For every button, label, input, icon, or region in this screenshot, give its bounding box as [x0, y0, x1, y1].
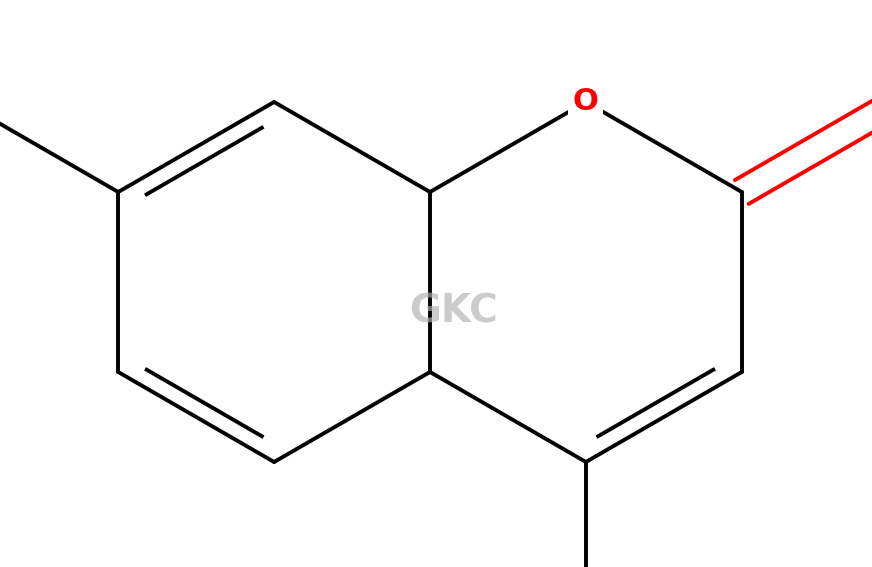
Text: GKC: GKC — [409, 293, 498, 331]
Text: O: O — [573, 87, 599, 116]
